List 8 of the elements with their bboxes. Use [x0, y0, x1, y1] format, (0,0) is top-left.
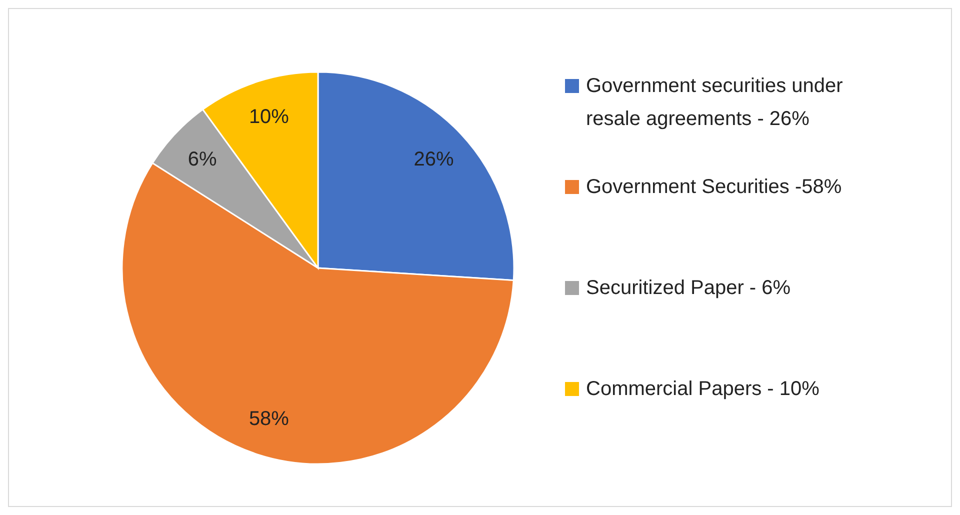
data-label: 58% [248, 408, 290, 430]
legend-label: Government securities under resale agreements - 26% [586, 75, 844, 130]
legend-label: Securitized Paper - 6% [586, 277, 791, 299]
data-label: 26% [414, 148, 454, 170]
data-label: 10% [248, 106, 290, 128]
legend-label: Government Securities -58% [586, 176, 842, 198]
data-label: 6% [188, 148, 217, 170]
legend-label: Commercial Papers - 10% [586, 378, 820, 400]
